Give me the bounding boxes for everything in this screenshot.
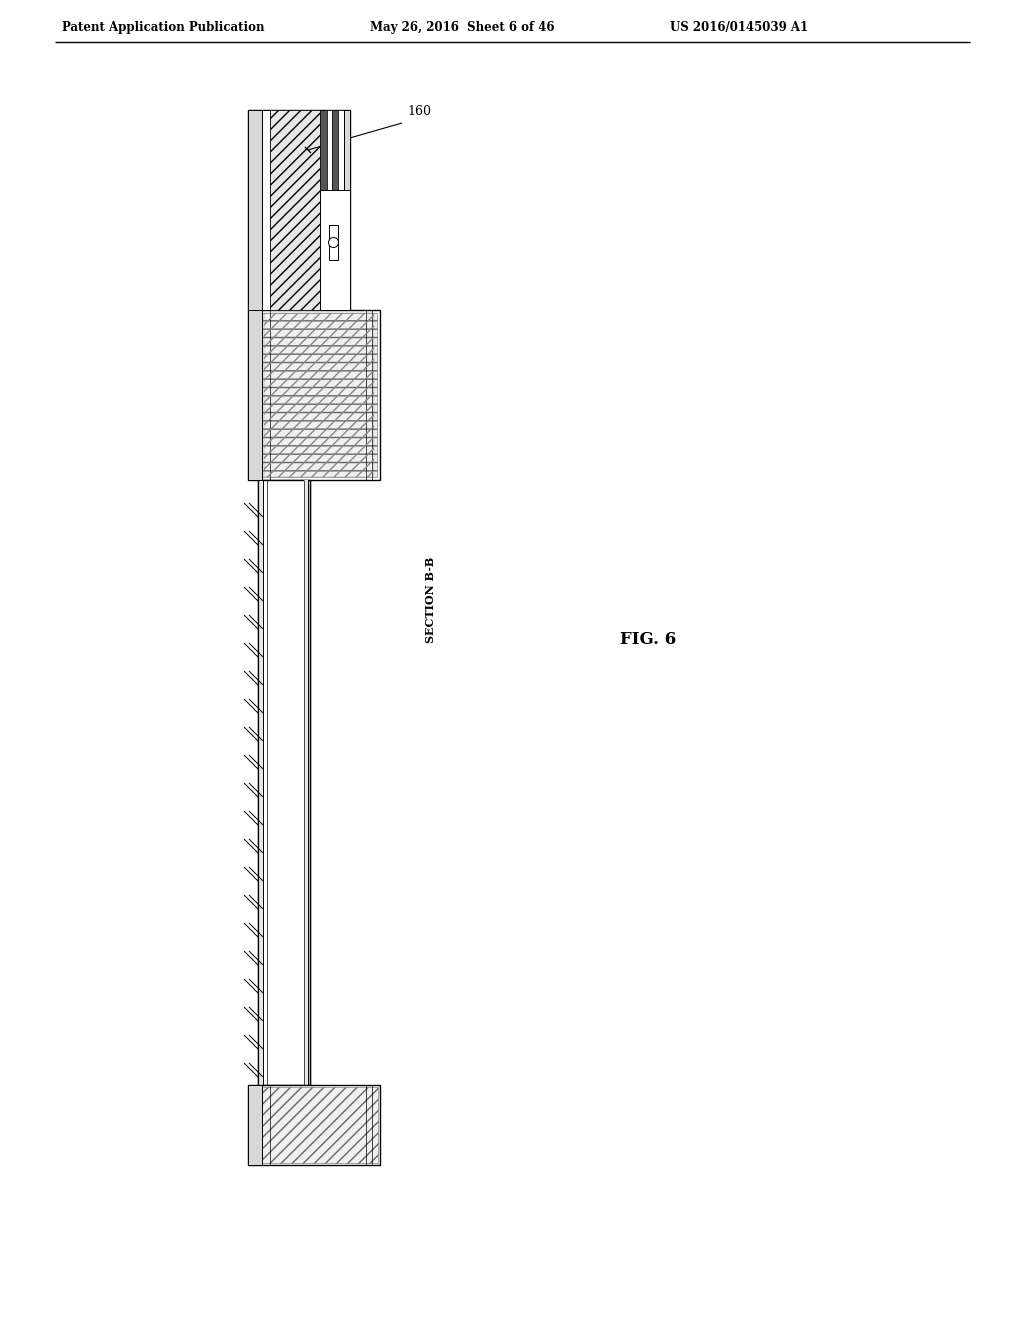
Text: SECTION B-B: SECTION B-B bbox=[425, 557, 435, 643]
Bar bbox=[248, 310, 262, 480]
Text: May 26, 2016  Sheet 6 of 46: May 26, 2016 Sheet 6 of 46 bbox=[370, 21, 555, 33]
Circle shape bbox=[329, 238, 339, 248]
Bar bbox=[338, 110, 344, 310]
Bar bbox=[319, 110, 327, 310]
Text: FIG. 6: FIG. 6 bbox=[620, 631, 676, 648]
Text: US 2016/0145039 A1: US 2016/0145039 A1 bbox=[670, 21, 808, 33]
Bar bbox=[248, 110, 350, 310]
Bar bbox=[258, 480, 263, 1085]
Bar bbox=[264, 313, 374, 477]
Bar bbox=[319, 190, 350, 310]
Bar bbox=[344, 110, 350, 310]
Bar bbox=[304, 480, 308, 1085]
Bar bbox=[262, 313, 377, 477]
Bar bbox=[258, 480, 310, 1085]
Bar bbox=[248, 310, 380, 480]
Bar bbox=[248, 1085, 380, 1166]
Bar bbox=[327, 110, 332, 310]
Bar bbox=[262, 1086, 378, 1163]
Bar bbox=[329, 224, 338, 260]
Bar bbox=[332, 110, 338, 310]
Bar bbox=[270, 110, 319, 310]
Text: Patent Application Publication: Patent Application Publication bbox=[62, 21, 264, 33]
Text: 160: 160 bbox=[407, 106, 431, 117]
Bar bbox=[262, 110, 270, 310]
Bar bbox=[248, 110, 262, 310]
Bar bbox=[248, 1085, 262, 1166]
